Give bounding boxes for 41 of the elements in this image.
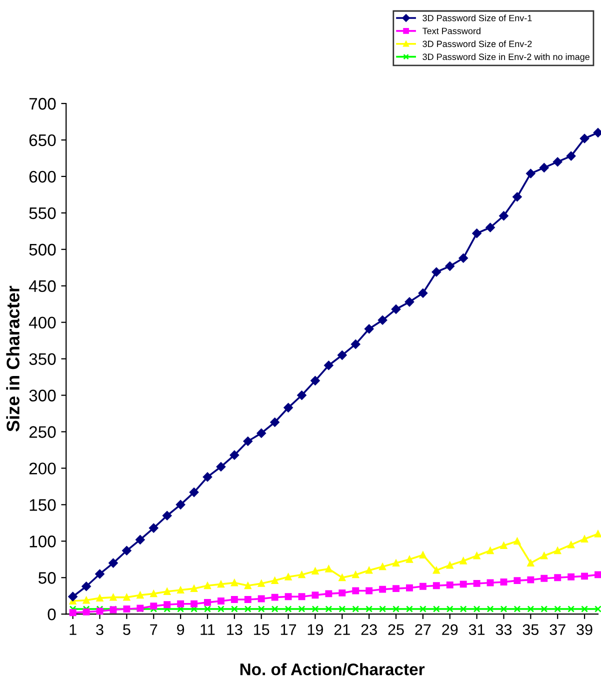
y-tick-label: 600 bbox=[29, 170, 56, 183]
x-tick-label: 17 bbox=[280, 624, 296, 635]
x-tick-label: 35 bbox=[522, 624, 539, 636]
x-tick-label: 23 bbox=[361, 624, 377, 636]
legend-label: 3D Password Size of Env-1 bbox=[422, 14, 532, 22]
x-tick-label: 25 bbox=[388, 624, 404, 636]
x-axis-title: No. of Action/Character bbox=[240, 663, 425, 676]
x-tick-label: 13 bbox=[227, 624, 242, 636]
y-tick-label: 0 bbox=[48, 608, 56, 620]
y-tick-label: 350 bbox=[29, 353, 56, 366]
x-tick-label: 7 bbox=[150, 624, 158, 635]
x-tick-label: 33 bbox=[496, 624, 512, 636]
x-tick-label: 1 bbox=[70, 624, 76, 635]
x-tick-label: 11 bbox=[200, 624, 215, 635]
y-axis-title: Size in Character bbox=[6, 286, 20, 432]
x-tick-label: 21 bbox=[334, 624, 350, 635]
y-tick-label: 450 bbox=[28, 280, 56, 292]
legend-label: 3D Password Size of Env-2 bbox=[422, 40, 532, 48]
x-tick-label: 5 bbox=[123, 624, 130, 636]
x-tick-label: 37 bbox=[550, 624, 566, 636]
x-tick-label: 29 bbox=[442, 624, 458, 636]
y-tick-label: 50 bbox=[38, 572, 56, 584]
x-tick-label: 31 bbox=[468, 624, 485, 636]
legend-label: 3D Password Size in Env-2 with no image bbox=[422, 53, 590, 62]
legend-label: Text Password bbox=[422, 28, 480, 34]
y-tick-label: 550 bbox=[29, 207, 56, 220]
y-tick-label: 150 bbox=[30, 499, 56, 511]
y-tick-label: 200 bbox=[29, 462, 56, 474]
y-tick-label: 250 bbox=[29, 426, 56, 438]
y-tick-label: 100 bbox=[30, 536, 56, 548]
y-tick-label: 400 bbox=[28, 316, 56, 329]
x-tick-label: 3 bbox=[96, 624, 104, 636]
x-tick-label: 19 bbox=[308, 624, 323, 636]
x-tick-label: 39 bbox=[576, 624, 592, 636]
x-tick-label: 15 bbox=[254, 624, 270, 636]
y-tick-label: 500 bbox=[29, 244, 56, 256]
y-tick-label: 650 bbox=[29, 134, 56, 146]
y-tick-label: 300 bbox=[29, 390, 56, 402]
x-tick-label: 9 bbox=[177, 624, 184, 636]
y-tick-label: 700 bbox=[29, 98, 56, 110]
x-tick-label: 27 bbox=[415, 624, 431, 635]
